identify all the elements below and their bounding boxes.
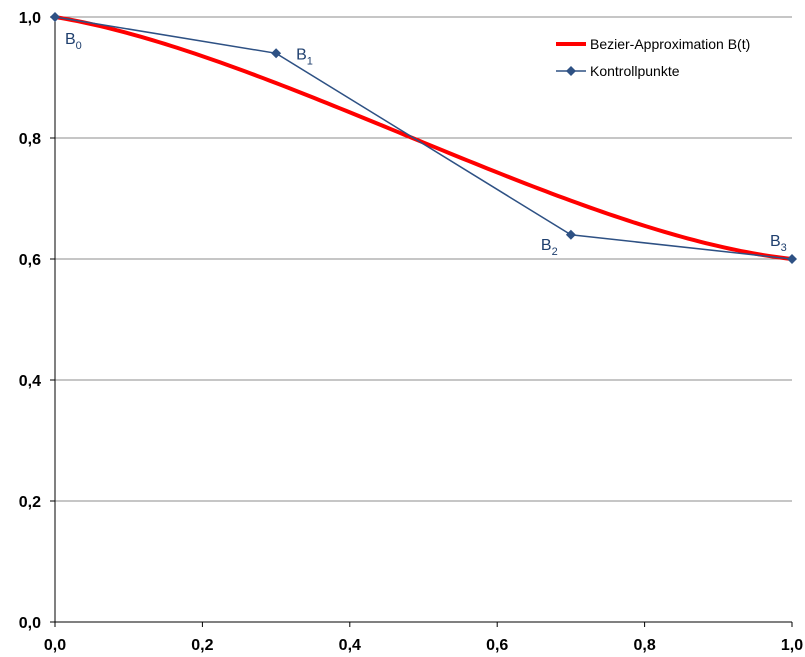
x-tick-label-5: 1,0 bbox=[781, 637, 803, 654]
y-tick-label-0: 0,0 bbox=[19, 615, 41, 632]
point-label-b0: B0 bbox=[65, 31, 82, 52]
y-tick-label-3: 0,6 bbox=[19, 252, 41, 269]
x-tick-label-2: 0,4 bbox=[339, 637, 361, 654]
control-polygon bbox=[54, 16, 793, 260]
control-point-marker-1 bbox=[271, 48, 282, 59]
control-point-marker-0 bbox=[50, 12, 60, 22]
point-label-b3: B3 bbox=[770, 233, 787, 254]
y-tick-label-2: 0,4 bbox=[19, 373, 41, 390]
x-tick-label-4: 0,8 bbox=[633, 637, 655, 654]
legend: Bezier-Approximation B(t) Kontrollpunkte bbox=[556, 36, 750, 79]
control-point-marker-2 bbox=[565, 229, 576, 240]
legend-marker-kontroll bbox=[566, 66, 576, 76]
point-label-b2: B2 bbox=[541, 237, 558, 258]
bezier-curve bbox=[54, 15, 793, 261]
point-label-b1: B1 bbox=[296, 46, 313, 67]
axes bbox=[50, 16, 793, 627]
legend-label-bezier: Bezier-Approximation B(t) bbox=[590, 36, 750, 52]
point-labels: B0 B1 B2 B3 bbox=[65, 31, 787, 258]
legend-label-kontroll: Kontrollpunkte bbox=[590, 63, 680, 79]
y-tick-label-4: 0,8 bbox=[19, 131, 41, 148]
x-tick-label-3: 0,6 bbox=[486, 637, 508, 654]
y-tick-label-1: 0,2 bbox=[19, 494, 41, 511]
series-layer bbox=[50, 12, 797, 264]
x-tick-label-0: 0,0 bbox=[44, 637, 66, 654]
y-tick-labels: 0,0 0,2 0,4 0,6 0,8 1,0 bbox=[19, 10, 41, 632]
y-tick-label-5: 1,0 bbox=[19, 10, 41, 27]
gridlines bbox=[55, 16, 792, 502]
x-tick-labels: 0,0 0,2 0,4 0,6 0,8 1,0 bbox=[44, 637, 803, 654]
x-tick-label-1: 0,2 bbox=[191, 637, 213, 654]
control-point-marker-3 bbox=[787, 254, 797, 264]
